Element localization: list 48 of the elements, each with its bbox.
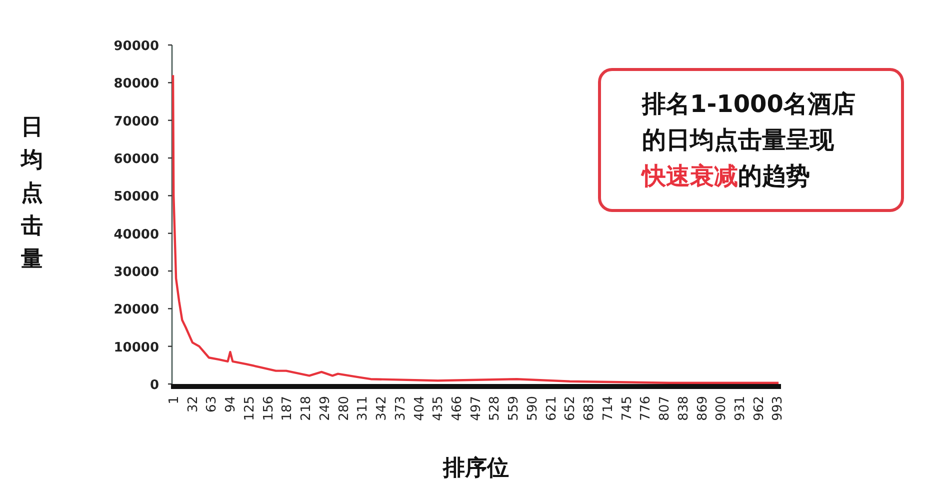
x-tick-label: 714 bbox=[600, 396, 616, 421]
x-tick-label: 63 bbox=[204, 396, 220, 413]
y-tick-label: 40000 bbox=[114, 227, 159, 242]
x-tick-label: 32 bbox=[186, 396, 201, 413]
x-tick-label: 342 bbox=[374, 396, 390, 421]
x-tick-label: 621 bbox=[544, 396, 560, 421]
x-tick-label: 466 bbox=[450, 396, 466, 421]
annotation: 排名1-1000名酒店的日均点击量呈现 bbox=[642, 90, 856, 154]
x-tick-label: 776 bbox=[638, 396, 654, 421]
y-tick-label: 10000 bbox=[114, 340, 159, 356]
x-tick-label: 528 bbox=[488, 396, 503, 421]
x-tick-label: 311 bbox=[356, 396, 371, 421]
x-tick-label: 900 bbox=[714, 396, 730, 421]
annotation: 快速衰减 bbox=[642, 162, 738, 190]
x-tick-label: 838 bbox=[676, 396, 692, 421]
x-tick-label: 187 bbox=[280, 396, 296, 421]
x-tick-label: 249 bbox=[318, 396, 333, 421]
x-tick-label: 652 bbox=[563, 396, 578, 421]
x-tick-label: 962 bbox=[752, 396, 767, 421]
x-tick-label: 559 bbox=[506, 396, 522, 421]
y-tick-label: 0 bbox=[150, 378, 159, 393]
y-tick-label: 80000 bbox=[114, 76, 159, 92]
y-tick-label: 30000 bbox=[114, 265, 159, 280]
x-tick-label: 931 bbox=[733, 396, 748, 421]
y-axis-title: 日均点击量 bbox=[20, 115, 43, 272]
x-tick-label: 869 bbox=[695, 396, 710, 421]
x-tick-label: 745 bbox=[620, 396, 635, 421]
x-tick-label: 683 bbox=[582, 396, 598, 421]
x-tick-label: 218 bbox=[299, 396, 314, 421]
x-tick-label: 125 bbox=[242, 396, 258, 421]
x-tick-label: 807 bbox=[658, 396, 673, 421]
y-tick-label: 60000 bbox=[114, 152, 159, 167]
x-tick-label: 497 bbox=[468, 396, 484, 421]
x-axis-title: 排序位 bbox=[442, 455, 509, 481]
y-tick-label: 70000 bbox=[114, 114, 159, 130]
x-tick-label: 1 bbox=[167, 396, 182, 404]
x-tick-label: 435 bbox=[431, 396, 446, 421]
x-tick-label: 590 bbox=[525, 396, 540, 421]
y-tick-label: 50000 bbox=[114, 190, 159, 205]
y-tick-label: 20000 bbox=[114, 302, 159, 318]
x-tick-label: 94 bbox=[224, 396, 239, 413]
x-tick-label: 373 bbox=[393, 396, 408, 421]
x-tick-label: 156 bbox=[261, 396, 276, 421]
x-tick-label: 404 bbox=[412, 396, 428, 421]
x-tick-label: 993 bbox=[770, 396, 786, 421]
annotation: 的趋势 bbox=[738, 162, 810, 190]
y-tick-label: 90000 bbox=[114, 39, 159, 54]
x-tick-label: 280 bbox=[336, 396, 352, 421]
